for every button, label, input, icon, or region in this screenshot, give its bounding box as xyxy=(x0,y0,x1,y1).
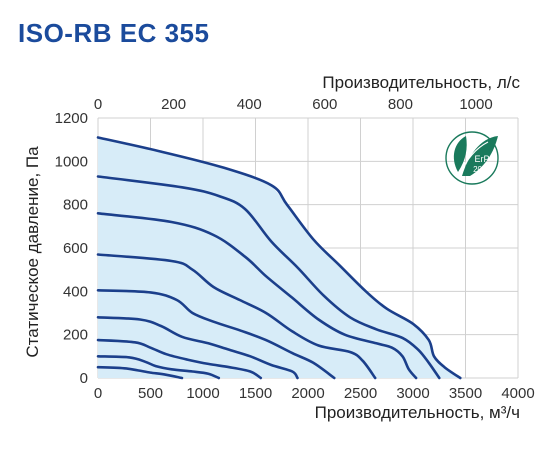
series-line-2 xyxy=(96,175,441,380)
x-tick-label: 2500 xyxy=(344,385,377,402)
x2-tick-label: 1000 xyxy=(459,96,492,113)
leaf-right-icon xyxy=(462,136,498,176)
series-line-3 xyxy=(96,212,418,380)
y-axis-label: Статическое давление, Па xyxy=(23,146,42,358)
series-line-6 xyxy=(96,316,299,380)
x2-tick-label: 800 xyxy=(388,96,413,113)
badge-year: 2018 xyxy=(473,165,491,174)
series-line-1 xyxy=(96,136,462,380)
y-tick-label: 400 xyxy=(63,283,88,300)
badge-ring xyxy=(445,131,499,185)
series-line-5 xyxy=(96,289,336,380)
y-tick-label: 1200 xyxy=(55,110,88,127)
x2-tick-label: 400 xyxy=(237,96,262,113)
x-tick-label: 1500 xyxy=(239,385,272,402)
x-tick-label: 4000 xyxy=(501,385,534,402)
y-tick-label: 800 xyxy=(63,197,88,214)
series-line-9 xyxy=(96,365,184,380)
x-axis-label: Производительность, м³/ч xyxy=(315,403,520,422)
series-line-7 xyxy=(96,338,263,380)
x2-tick-label: 0 xyxy=(94,96,102,113)
x-tick-label: 0 xyxy=(94,385,102,402)
leaf-left-icon xyxy=(453,136,467,172)
operating-area xyxy=(98,137,461,378)
x-tick-label: 3000 xyxy=(396,385,429,402)
y-tick-label: 200 xyxy=(63,327,88,344)
x-tick-label: 2000 xyxy=(291,385,324,402)
badge-label: ErP xyxy=(474,154,489,164)
x2-tick-label: 600 xyxy=(312,96,337,113)
leaf-vein xyxy=(459,141,489,175)
series-line-8 xyxy=(96,355,221,380)
x-tick-label: 500 xyxy=(138,385,163,402)
x-tick-label: 1000 xyxy=(186,385,219,402)
series-line-4 xyxy=(96,253,377,380)
y-tick-label: 1000 xyxy=(55,153,88,170)
y-tick-label: 0 xyxy=(80,370,88,387)
chart-title: ISO-RB EC 355 xyxy=(18,18,210,48)
x2-tick-label: 200 xyxy=(161,96,186,113)
y-tick-label: 600 xyxy=(63,240,88,257)
x-tick-label: 3500 xyxy=(449,385,482,402)
x2-axis-label: Производительность, л/с xyxy=(322,73,520,92)
